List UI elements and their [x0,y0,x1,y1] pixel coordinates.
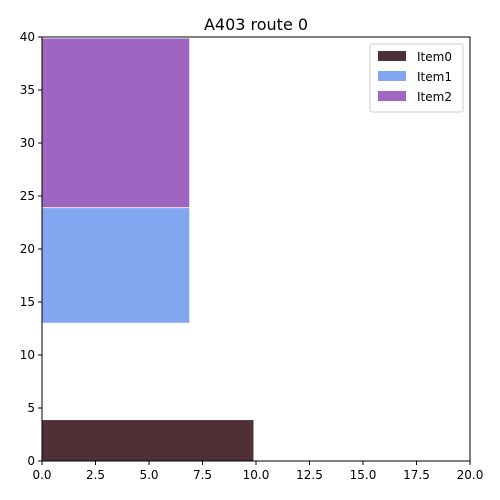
legend-label-item0: Item0 [417,50,452,64]
legend-label-item1: Item1 [417,70,452,84]
legend-swatch-item0 [378,51,406,61]
y-tick-label: 5 [27,401,35,415]
legend-swatch-item2 [378,91,406,101]
x-tick-label: 0.0 [32,468,51,482]
y-tick-label: 30 [20,136,35,150]
y-tick-label: 0 [27,454,35,468]
x-axis-ticks: 0.0 2.5 5.0 7.5 10.0 12.5 15.0 17.5 20.0 [32,461,483,482]
bar-item2 [41,37,191,209]
y-axis-ticks: 0 5 10 15 20 25 30 35 40 [20,30,42,468]
x-tick-label: 2.5 [86,468,105,482]
bar-item1 [41,207,191,324]
y-tick-label: 25 [20,189,35,203]
y-tick-label: 10 [20,348,35,362]
y-tick-label: 35 [20,83,35,97]
x-tick-label: 7.5 [193,468,212,482]
x-tick-label: 12.5 [296,468,323,482]
x-tick-label: 15.0 [350,468,377,482]
legend-items: Item0 Item1 Item2 [378,50,452,104]
y-tick-label: 15 [20,295,35,309]
bar-item0 [41,419,255,462]
legend: Item0 Item1 Item2 [369,43,464,113]
x-tick-label: 20.0 [457,468,484,482]
x-tick-label: 17.5 [403,468,430,482]
legend-swatch-item1 [378,71,406,81]
x-tick-label: 10.0 [243,468,270,482]
y-tick-label: 40 [20,30,35,44]
y-tick-label: 20 [20,242,35,256]
legend-label-item2: Item2 [417,90,452,104]
chart-title: A403 route 0 [204,15,308,34]
bars-group [41,37,255,462]
x-tick-label: 5.0 [139,468,158,482]
